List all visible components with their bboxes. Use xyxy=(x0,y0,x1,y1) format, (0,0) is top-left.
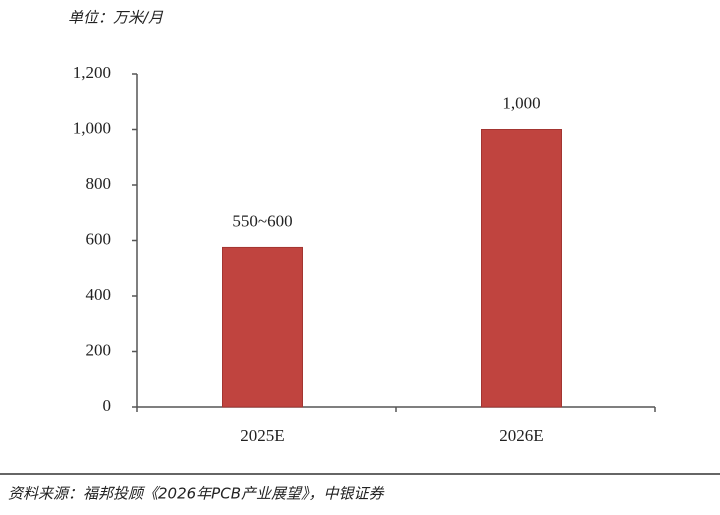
y-tick-label: 1,200 xyxy=(73,63,111,82)
y-tick-label: 200 xyxy=(86,340,112,359)
bar xyxy=(222,246,303,408)
value-label: 550~600 xyxy=(232,211,292,230)
unit-label: 单位：万米/月 xyxy=(68,9,164,27)
y-tick-label: 800 xyxy=(86,174,112,193)
source-note: 资料来源：福邦投顾《2026年PCB产业展望》，中银证券 xyxy=(8,485,384,503)
value-label: 1,000 xyxy=(502,93,540,112)
y-tick-label: 600 xyxy=(86,229,112,248)
y-tick-label: 1,000 xyxy=(73,118,111,137)
y-tick-label: 400 xyxy=(86,285,112,304)
x-tick-label: 2026E xyxy=(499,426,543,445)
y-tick-label: 0 xyxy=(103,396,112,415)
bar xyxy=(481,129,562,408)
x-tick-label: 2025E xyxy=(240,426,284,445)
